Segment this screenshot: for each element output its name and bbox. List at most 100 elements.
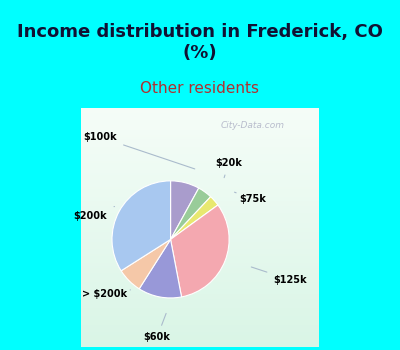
Bar [81,308,319,311]
Wedge shape [112,181,170,271]
Bar [81,189,319,192]
Bar [81,340,319,342]
Text: City-Data.com: City-Data.com [220,120,284,130]
Text: $75k: $75k [234,192,266,204]
Bar [81,337,319,340]
Wedge shape [170,181,199,239]
Bar [81,211,319,213]
Bar [81,270,319,273]
Bar [81,289,319,292]
Bar [81,320,319,323]
Bar [81,237,319,239]
Bar [81,206,319,209]
Text: $200k: $200k [74,206,114,220]
Bar [81,285,319,287]
Bar [81,304,319,306]
Bar [81,230,319,232]
Bar [81,342,319,344]
Bar [81,118,319,120]
Bar [81,199,319,201]
Bar [81,137,319,139]
Bar [81,275,319,278]
Bar [81,263,319,266]
Bar [81,278,319,280]
Bar [81,144,319,147]
Bar [81,287,319,289]
Bar [81,149,319,151]
Text: Other residents: Other residents [140,81,260,96]
Bar [81,261,319,263]
Bar [81,282,319,285]
Bar [81,111,319,113]
Bar [81,194,319,197]
Bar [81,127,319,130]
Bar [81,123,319,125]
Text: $20k: $20k [215,158,242,178]
Bar [81,197,319,199]
Bar [81,218,319,220]
Bar [81,139,319,142]
Bar [81,142,319,144]
Bar [81,209,319,211]
Bar [81,154,319,156]
Bar [81,223,319,225]
Text: $125k: $125k [251,267,307,285]
Bar [81,330,319,332]
Bar [81,268,319,270]
Bar [81,228,319,230]
Bar [81,108,319,111]
Bar [81,313,319,316]
Bar [81,201,319,204]
Bar [81,116,319,118]
Bar [81,296,319,299]
Bar [81,166,319,168]
Bar [81,213,319,216]
Bar [81,216,319,218]
Bar [81,185,319,187]
Bar [81,156,319,159]
Bar [81,234,319,237]
Text: $100k: $100k [83,132,195,169]
Bar [81,246,319,249]
Bar [81,244,319,246]
Bar [81,299,319,301]
Bar [81,323,319,325]
Bar [81,301,319,304]
Bar [81,168,319,170]
Text: Income distribution in Frederick, CO
(%): Income distribution in Frederick, CO (%) [17,23,383,62]
Wedge shape [121,239,170,289]
Bar [81,311,319,313]
Bar [81,258,319,261]
Bar [81,170,319,173]
Bar [81,225,319,228]
Text: $60k: $60k [144,314,170,342]
Bar [81,306,319,308]
Bar [81,161,319,163]
Bar [81,280,319,282]
Bar [81,192,319,194]
Bar [81,325,319,328]
Bar [81,344,319,346]
Bar [81,254,319,256]
Bar [81,249,319,251]
Bar [81,266,319,268]
Bar [81,294,319,296]
Bar [81,318,319,320]
Wedge shape [170,197,218,239]
Bar [81,187,319,189]
Bar [81,182,319,185]
Bar [81,173,319,175]
Bar [81,113,319,116]
Bar [81,328,319,330]
Bar [81,273,319,275]
Bar [81,232,319,234]
Bar [81,147,319,149]
Bar [81,204,319,206]
Bar [81,251,319,254]
Bar [81,180,319,182]
Bar [81,125,319,127]
Bar [81,130,319,132]
Bar [81,220,319,223]
Wedge shape [170,188,211,239]
Bar [81,177,319,180]
